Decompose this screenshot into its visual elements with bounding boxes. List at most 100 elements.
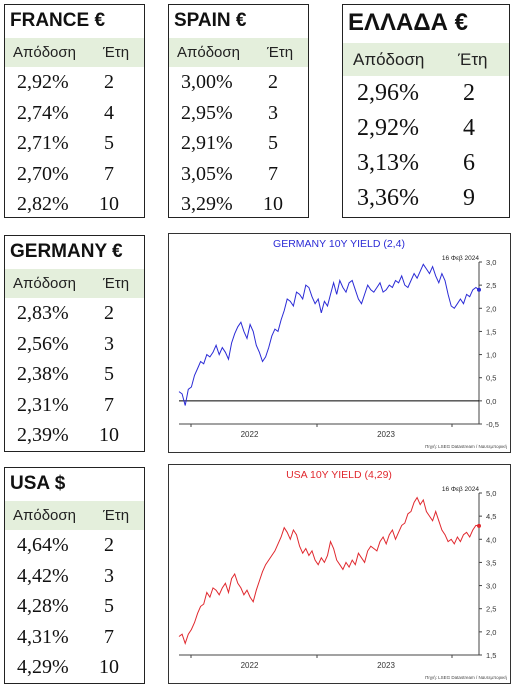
table-row: 2,31% 7: [5, 394, 144, 425]
years-value: 7: [104, 393, 114, 416]
series-line: [178, 263, 480, 406]
table-row: 2,82% 10: [5, 193, 144, 224]
x-tick-label: 2022: [241, 661, 259, 670]
years-value: 5: [104, 132, 114, 154]
table-row: 2,39% 10: [5, 424, 144, 455]
years-value: 10: [263, 193, 283, 215]
table-title: SPAIN €: [174, 10, 247, 31]
table-header: Απόδοση Έτη: [5, 269, 144, 298]
table-row: 4,42% 3: [5, 565, 144, 596]
y-tick-label: 4,0: [486, 535, 496, 544]
years-value: 9: [463, 185, 475, 211]
table-row: 4,31% 7: [5, 626, 144, 657]
table-row: 2,92% 4: [343, 115, 509, 150]
years-header: Έτη: [103, 507, 130, 524]
years-value: 2: [104, 534, 114, 556]
yield-header: Απόδοση: [13, 44, 76, 61]
table-greece: ΕΛΛΑΔΑ € Απόδοση Έτη 2,96% 2 2,92% 4 3,13% 6 3…: [342, 4, 510, 218]
years-value: 2: [268, 71, 278, 93]
years-value: 3: [268, 101, 278, 124]
yield-value: 2,96%: [357, 80, 419, 106]
table-header: Απόδοση Έτη: [5, 501, 144, 530]
y-tick-label: 1,5: [486, 327, 496, 336]
yield-value: 4,64%: [17, 534, 69, 556]
years-value: 5: [104, 595, 114, 617]
yield-value: 2,74%: [17, 101, 69, 124]
years-value: 2: [104, 302, 114, 324]
years-value: 10: [99, 656, 119, 678]
x-tick-label: 2023: [377, 430, 395, 439]
table-germany: GERMANY € Απόδοση Έτη 2,83% 2 2,56% 3 2,38% 5…: [4, 235, 145, 452]
germany-chart-svg: GERMANY 10Y YIELD (2,4) 16 Φεβ 2024 -0,5 0,…: [178, 238, 507, 449]
yield-value: 2,70%: [17, 162, 69, 185]
series-line: [178, 496, 480, 645]
years-value: 2: [104, 71, 114, 93]
table-row: 2,74% 4: [5, 102, 144, 133]
table-row: 4,64% 2: [5, 534, 144, 565]
years-value: 10: [99, 424, 119, 446]
table-row: 3,00% 2: [169, 71, 308, 102]
yield-value: 4,28%: [17, 595, 69, 617]
years-value: 4: [104, 101, 114, 124]
years-value: 7: [104, 162, 114, 185]
years-value: 4: [463, 115, 475, 141]
y-tick-label: -0,5: [486, 420, 499, 429]
yield-value: 2,31%: [17, 393, 69, 416]
years-header: Έτη: [103, 275, 130, 292]
table-row: 2,91% 5: [169, 132, 308, 163]
y-tick-label: 2,0: [486, 628, 496, 637]
yield-value: 3,36%: [357, 185, 419, 211]
table-row: 3,36% 9: [343, 185, 509, 220]
germany-yield-chart: GERMANY 10Y YIELD (2,4) 16 Φεβ 2024 -0,5 0,…: [168, 233, 511, 453]
table-france: FRANCE € Απόδοση Έτη 2,92% 2 2,74% 4 2,71% 5 2…: [4, 4, 145, 218]
table-row: 3,13% 6: [343, 150, 509, 185]
y-tick-label: 5,0: [486, 489, 496, 498]
y-tick-label: 0,5: [486, 374, 496, 383]
y-tick-label: 3,0: [486, 582, 496, 591]
table-spain: SPAIN € Απόδοση Έτη 3,00% 2 2,95% 3 2,91% 5 3,…: [168, 4, 309, 218]
yield-value: 3,13%: [357, 150, 419, 176]
yield-value: 2,38%: [17, 363, 69, 385]
y-tick-label: 2,5: [486, 281, 496, 290]
y-tick-label: 3,5: [486, 558, 496, 567]
table-row: 3,29% 10: [169, 193, 308, 224]
table-title: USA $: [10, 473, 66, 494]
table-row: 2,70% 7: [5, 163, 144, 194]
yield-header: Απόδοση: [353, 49, 425, 69]
yield-value: 4,29%: [17, 656, 69, 678]
years-value: 10: [99, 193, 119, 215]
chart-date-label: 16 Φεβ 2024: [442, 255, 480, 262]
y-tick-label: 1,5: [486, 651, 496, 660]
yield-value: 2,39%: [17, 424, 69, 446]
yield-value: 2,92%: [17, 71, 69, 93]
y-tick-label: 3,0: [486, 258, 496, 267]
x-tick-label: 2022: [241, 430, 259, 439]
years-value: 7: [104, 625, 114, 648]
table-title: ΕΛΛΑΔΑ €: [348, 9, 468, 36]
chart-title: GERMANY 10Y YIELD (2,4): [273, 238, 405, 250]
table-row: 2,56% 3: [5, 333, 144, 364]
table-title: FRANCE €: [10, 10, 106, 31]
yield-value: 4,31%: [17, 625, 69, 648]
y-tick-label: 4,5: [486, 512, 496, 521]
years-header: Έτη: [458, 49, 488, 69]
y-tick-label: 1,0: [486, 351, 496, 360]
chart-source: Πηγή: LSEG Datastream / Ναυτεμπορική: [425, 443, 507, 449]
yield-value: 2,83%: [17, 302, 69, 324]
table-title: GERMANY €: [10, 241, 123, 262]
years-value: 5: [268, 132, 278, 154]
last-value-marker: [477, 287, 481, 292]
table-row: 2,92% 2: [5, 71, 144, 102]
yield-value: 3,00%: [181, 71, 233, 93]
table-header: Απόδοση Έτη: [5, 38, 144, 67]
years-header: Έτη: [267, 44, 294, 61]
table-header: Απόδοση Έτη: [169, 38, 308, 67]
years-value: 6: [463, 150, 475, 176]
years-value: 2: [463, 80, 475, 106]
y-tick-label: 2,0: [486, 304, 496, 313]
years-header: Έτη: [103, 44, 130, 61]
yield-header: Απόδοση: [13, 507, 76, 524]
table-row: 2,95% 3: [169, 102, 308, 133]
table-row: 2,38% 5: [5, 363, 144, 394]
y-tick-label: 0,0: [486, 397, 496, 406]
